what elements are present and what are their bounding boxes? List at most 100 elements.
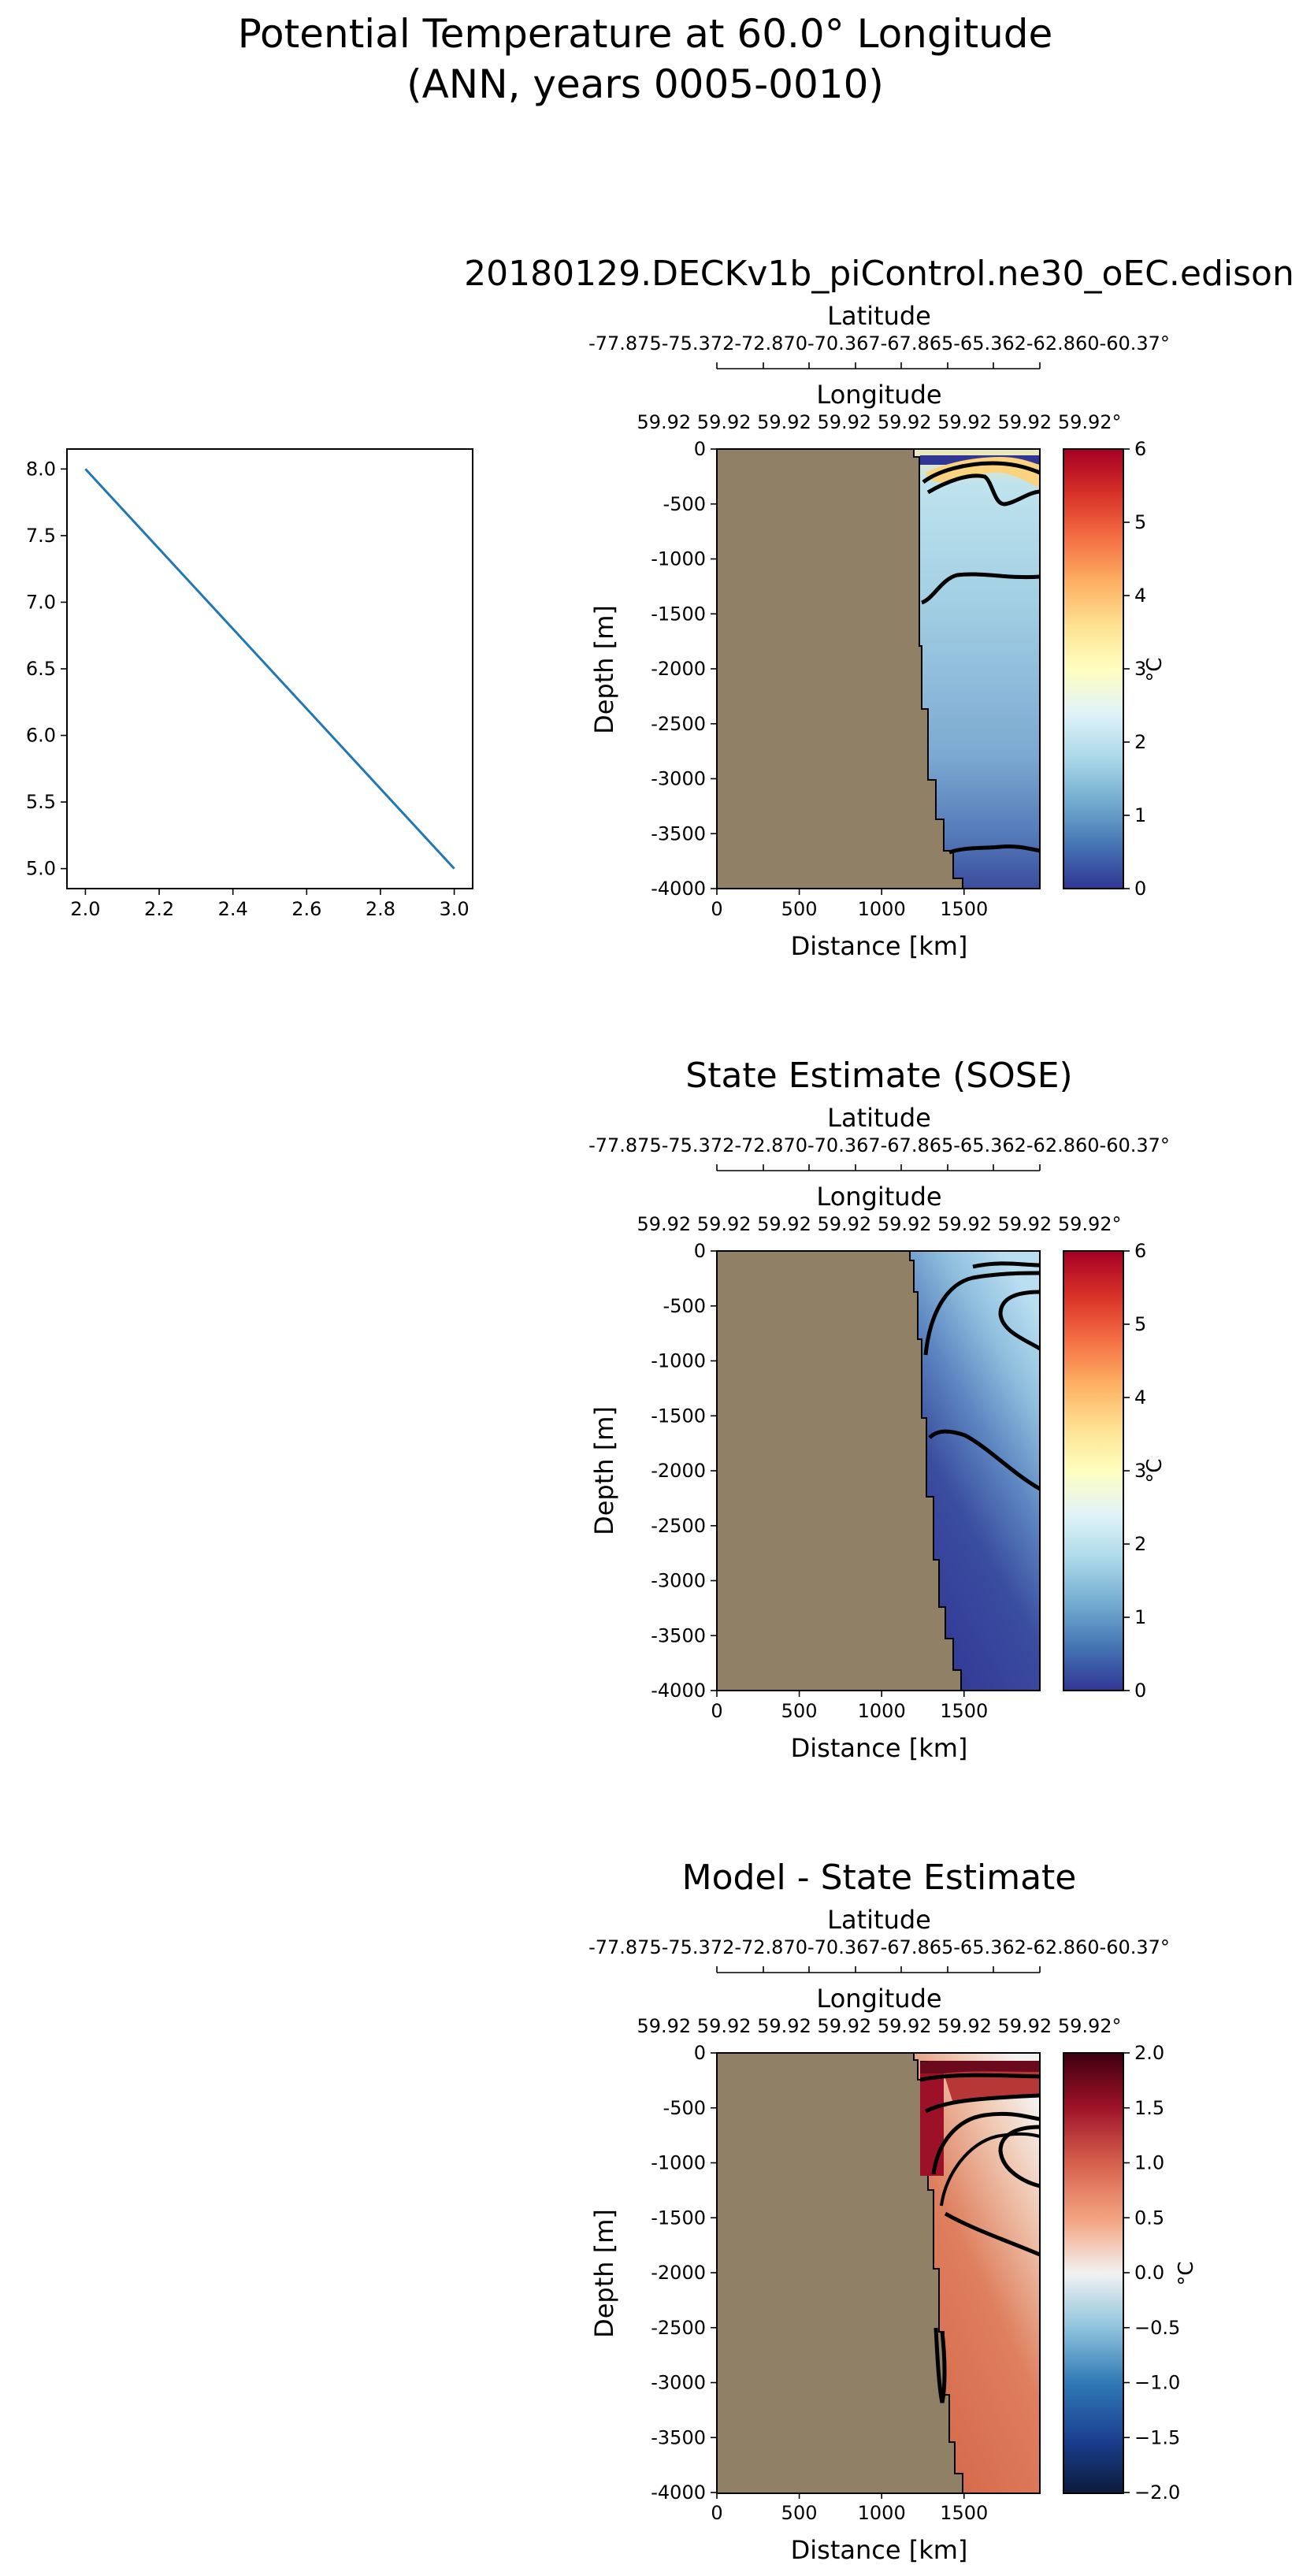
obs-xtick-label: 1000 (858, 1700, 906, 1722)
model-colorbar-label: °C (1143, 657, 1167, 681)
obs-latitude-axis (716, 1164, 1041, 1171)
obs-ytick-label: -3500 (651, 1624, 706, 1646)
model-longitude-label: Longitude (816, 380, 941, 410)
diff-panel: Model - State Estimate Latitude -77.875-… (588, 1858, 1198, 2565)
diff-title: Model - State Estimate (682, 1858, 1077, 1898)
obs-ytick-label: -2000 (651, 1460, 706, 1482)
model-xtick-label: 1000 (858, 898, 906, 920)
model-colorbar-ticks: 6 5 4 3 2 1 0 (1123, 438, 1146, 900)
line-chart-xtick-label: 2.4 (218, 898, 248, 920)
model-xtick-label: 0 (711, 898, 722, 920)
line-chart-xtick-label: 2.6 (291, 898, 321, 920)
obs-ytick-label: -2500 (651, 1515, 706, 1537)
line-chart: 2.0 2.2 2.4 2.6 2.8 3.0 5.0 5.5 6.0 6.5 7.0 7.5 8.0 (26, 448, 473, 920)
obs-ylabel: Depth [m] (589, 1406, 619, 1535)
line-chart-ytick-label: 7.5 (26, 525, 56, 547)
diff-contours (920, 2061, 1041, 2403)
model-ytick-label: -2500 (651, 713, 706, 735)
model-latitude-axis (716, 362, 1041, 369)
diff-longitude-label: Longitude (816, 1984, 941, 2014)
model-colorbar-tick-label: 4 (1134, 585, 1146, 607)
model-ytick-label: -2000 (651, 658, 706, 680)
model-colorbar-tick-label: 3 (1134, 658, 1146, 680)
diff-xlabel: Distance [km] (791, 2535, 968, 2565)
model-y-ticks: 0 -500 -1000 -1500 -2000 -2500 -3000 -3500 -4000 (651, 438, 717, 900)
diff-ytick-label: -3500 (651, 2426, 706, 2448)
obs-y-ticks: 0 -500 -1000 -1500 -2000 -2500 -3000 -3500 -4000 (651, 1240, 717, 1702)
diff-colorbar-ticks: 2.0 1.5 1.0 0.5 0.0 −0.5 −1.0 −1.5 −2.0 (1123, 2042, 1180, 2504)
model-latitude-ticks: -77.875-75.372-72.870-70.367-67.865-65.3… (588, 332, 1170, 354)
diff-ytick-label: -500 (663, 2097, 706, 2119)
diff-colorbar-tick-label: 0.5 (1134, 2207, 1164, 2229)
line-chart-ytick-label: 7.0 (26, 591, 56, 613)
model-colorbar-tick-label: 1 (1134, 804, 1146, 826)
obs-ytick-label: -4000 (651, 1680, 706, 1702)
obs-colorbar-tick-label: 0 (1134, 1680, 1146, 1702)
obs-xlabel: Distance [km] (791, 1733, 968, 1763)
diff-colorbar-tick-label: −0.5 (1134, 2317, 1180, 2339)
figure-title-line2: (ANN, years 0005-0010) (406, 61, 884, 107)
diff-colorbar-tick-label: −1.5 (1134, 2426, 1180, 2448)
figure-title-line1: Potential Temperature at 60.0° Longitude (238, 11, 1053, 57)
obs-panel: State Estimate (SOSE) Latitude -77.875-7… (588, 1056, 1170, 1763)
obs-ytick-label: -1000 (651, 1350, 706, 1372)
obs-colorbar-tick-label: 1 (1134, 1606, 1146, 1628)
model-colorbar-tick-label: 5 (1134, 511, 1146, 533)
model-ytick-label: -3500 (651, 822, 706, 844)
model-ytick-label: -4000 (651, 878, 706, 900)
diff-x-ticks: 0 500 1000 1500 (711, 2492, 988, 2524)
obs-xtick-label: 0 (711, 1700, 722, 1722)
diff-xtick-label: 0 (711, 2502, 722, 2524)
obs-colorbar-tick-label: 6 (1134, 1240, 1146, 1262)
line-chart-ytick-label: 5.0 (26, 858, 56, 880)
obs-title: State Estimate (SOSE) (685, 1056, 1072, 1096)
diff-ytick-label: -3000 (651, 2372, 706, 2394)
model-ytick-label: -1000 (651, 548, 706, 570)
model-colorbar-tick-label: 2 (1134, 731, 1146, 753)
diff-colorbar-tick-label: 0.0 (1134, 2262, 1164, 2284)
diff-latitude-axis (716, 1966, 1041, 1973)
diff-xtick-label: 1500 (940, 2502, 988, 2524)
model-x-ticks: 0 500 1000 1500 (711, 889, 988, 920)
obs-xtick-label: 500 (781, 1700, 818, 1722)
obs-contours (923, 1261, 1041, 1491)
obs-ytick-label: -500 (663, 1295, 706, 1317)
model-ytick-label: 0 (694, 438, 706, 460)
line-chart-ytick-label: 5.5 (26, 791, 56, 813)
model-longitude-ticks: 59.92 59.92 59.92 59.92 59.92 59.92 59.9… (637, 411, 1121, 433)
obs-longitude-ticks: 59.92 59.92 59.92 59.92 59.92 59.92 59.9… (637, 1213, 1121, 1235)
diff-ytick-label: -1500 (651, 2207, 706, 2229)
diff-colorbar-label: °C (1175, 2261, 1198, 2285)
diff-colorbar-tick-label: −1.0 (1134, 2372, 1180, 2394)
obs-colorbar-tick-label: 5 (1134, 1313, 1146, 1335)
obs-latitude-ticks: -77.875-75.372-72.870-70.367-67.865-65.3… (588, 1134, 1170, 1156)
diff-ylabel: Depth [m] (589, 2209, 619, 2338)
obs-x-ticks: 0 500 1000 1500 (711, 1691, 988, 1722)
model-xlabel: Distance [km] (791, 931, 968, 961)
line-chart-xtick-label: 2.0 (70, 898, 100, 920)
line-chart-ytick-label: 8.0 (26, 458, 56, 480)
obs-colorbar-tick-label: 4 (1134, 1386, 1146, 1409)
diff-longitude-ticks: 59.92 59.92 59.92 59.92 59.92 59.92 59.9… (637, 2015, 1121, 2037)
model-ytick-label: -1500 (651, 603, 706, 625)
diff-ytick-label: -2500 (651, 2317, 706, 2339)
obs-colorbar-ticks: 6 5 4 3 2 1 0 (1123, 1240, 1146, 1702)
obs-colorbar (1063, 1250, 1124, 1691)
obs-ocean-field (909, 1250, 1041, 1691)
diff-latitude-ticks: -77.875-75.372-72.870-70.367-67.865-65.3… (588, 1936, 1170, 1958)
line-chart-series (84, 468, 455, 870)
line-chart-xtick-label: 2.2 (144, 898, 174, 920)
diff-ytick-label: 0 (694, 2042, 706, 2064)
model-latitude-label: Latitude (827, 301, 931, 331)
model-ytick-label: -3000 (651, 768, 706, 790)
obs-colorbar-tick-label: 3 (1134, 1460, 1146, 1482)
diff-colorbar (1063, 2052, 1124, 2494)
model-colorbar-tick-label: 6 (1134, 438, 1146, 460)
model-colorbar-tick-label: 0 (1134, 878, 1146, 900)
obs-ytick-label: -3000 (651, 1570, 706, 1592)
obs-longitude-label: Longitude (816, 1182, 941, 1212)
model-colorbar (1063, 448, 1124, 889)
diff-ytick-label: -1000 (651, 2152, 706, 2174)
model-ytick-label: -500 (663, 493, 706, 515)
